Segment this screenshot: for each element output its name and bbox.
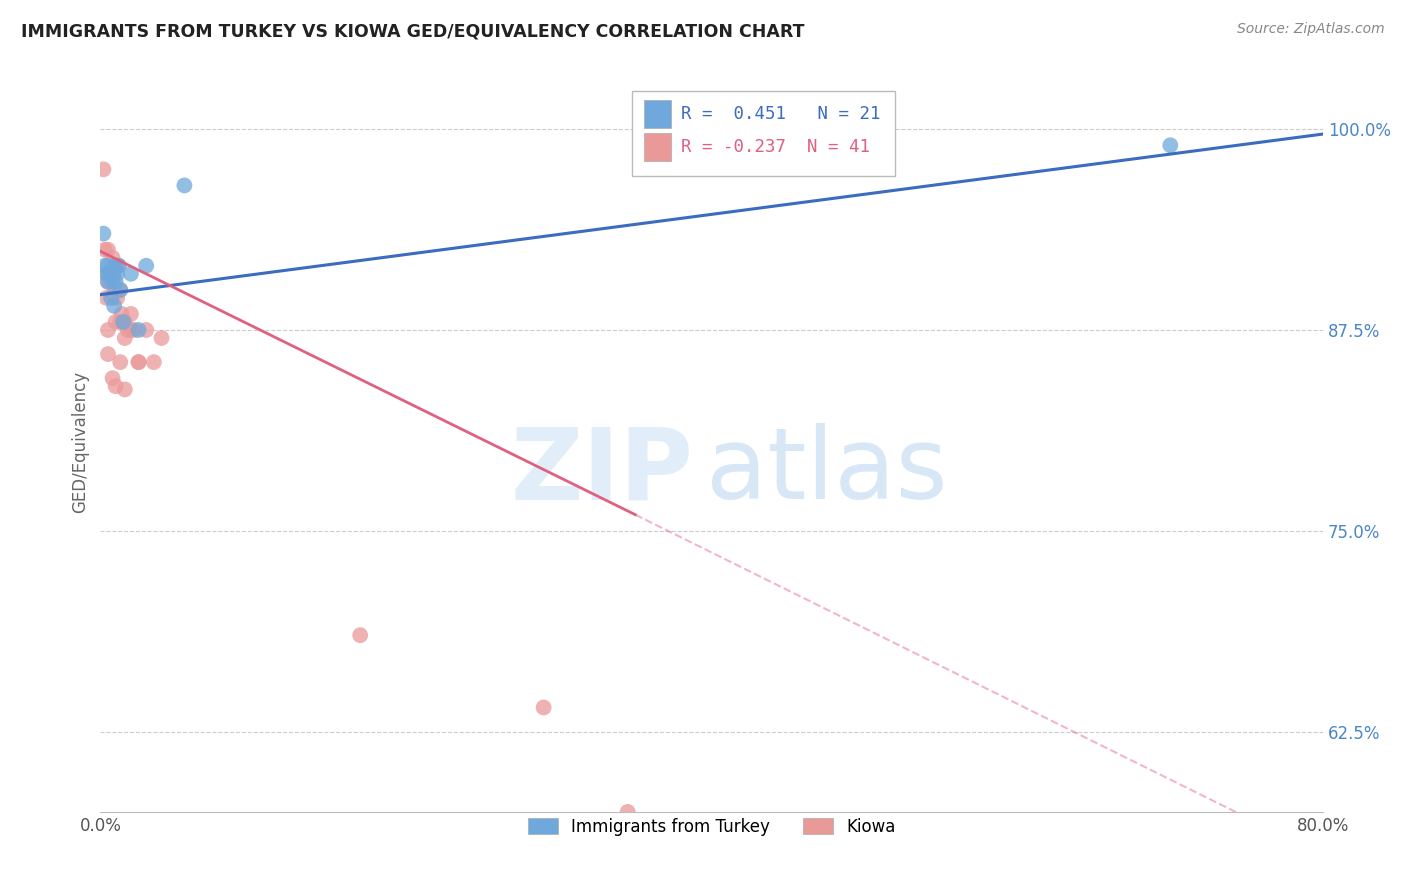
Point bbox=[104, 379, 127, 393]
Point bbox=[101, 251, 124, 265]
Point bbox=[120, 307, 142, 321]
Point bbox=[96, 267, 118, 281]
Point bbox=[104, 315, 127, 329]
Point bbox=[97, 275, 120, 289]
Point bbox=[101, 267, 124, 281]
Point bbox=[98, 267, 121, 281]
Point bbox=[103, 267, 125, 281]
Text: atlas: atlas bbox=[706, 424, 948, 521]
Point bbox=[93, 821, 115, 835]
Point bbox=[107, 259, 129, 273]
Legend: Immigrants from Turkey, Kiowa: Immigrants from Turkey, Kiowa bbox=[519, 810, 904, 844]
Point bbox=[104, 283, 127, 297]
Point bbox=[97, 243, 120, 257]
Point bbox=[135, 323, 157, 337]
Point bbox=[110, 355, 132, 369]
Point bbox=[142, 355, 165, 369]
Point bbox=[117, 323, 139, 337]
Point bbox=[112, 315, 135, 329]
Point bbox=[100, 291, 122, 305]
Point bbox=[1159, 138, 1181, 153]
Point bbox=[112, 315, 135, 329]
Point bbox=[94, 243, 117, 257]
Point bbox=[111, 307, 134, 321]
Point bbox=[94, 259, 117, 273]
Text: IMMIGRANTS FROM TURKEY VS KIOWA GED/EQUIVALENCY CORRELATION CHART: IMMIGRANTS FROM TURKEY VS KIOWA GED/EQUI… bbox=[21, 22, 804, 40]
Point bbox=[114, 383, 136, 397]
Point bbox=[97, 323, 120, 337]
Point bbox=[107, 259, 129, 273]
Point bbox=[110, 283, 132, 297]
Point bbox=[533, 700, 555, 714]
Text: Source: ZipAtlas.com: Source: ZipAtlas.com bbox=[1237, 22, 1385, 37]
Point bbox=[616, 805, 638, 819]
Point bbox=[104, 275, 127, 289]
Y-axis label: GED/Equivalency: GED/Equivalency bbox=[72, 371, 89, 514]
Point bbox=[104, 259, 127, 273]
Point bbox=[173, 178, 195, 193]
Point bbox=[97, 275, 120, 289]
Point bbox=[101, 371, 124, 385]
Point bbox=[97, 259, 120, 273]
Point bbox=[93, 162, 115, 177]
Point bbox=[349, 628, 371, 642]
Bar bbox=[644, 100, 672, 128]
Point bbox=[114, 331, 136, 345]
Point bbox=[128, 355, 150, 369]
Point bbox=[103, 299, 125, 313]
Point bbox=[150, 331, 173, 345]
Text: ZIP: ZIP bbox=[510, 424, 693, 521]
Point bbox=[97, 347, 120, 361]
Point bbox=[122, 323, 145, 337]
Point bbox=[101, 275, 124, 289]
Point bbox=[110, 283, 132, 297]
FancyBboxPatch shape bbox=[633, 92, 896, 177]
Point bbox=[96, 267, 118, 281]
Point bbox=[114, 315, 136, 329]
Point bbox=[96, 291, 118, 305]
Point bbox=[128, 355, 150, 369]
Point bbox=[135, 259, 157, 273]
Point bbox=[98, 267, 121, 281]
Point bbox=[93, 227, 115, 241]
Point bbox=[101, 291, 124, 305]
Text: R = -0.237  N = 41: R = -0.237 N = 41 bbox=[681, 138, 870, 156]
Point bbox=[105, 291, 128, 305]
Point bbox=[100, 275, 122, 289]
Point bbox=[128, 323, 150, 337]
Point bbox=[104, 259, 127, 273]
Text: R =  0.451   N = 21: R = 0.451 N = 21 bbox=[681, 104, 880, 122]
Bar bbox=[644, 133, 672, 161]
Point bbox=[110, 315, 132, 329]
Point bbox=[120, 323, 142, 337]
Point bbox=[120, 267, 142, 281]
Point bbox=[105, 267, 128, 281]
